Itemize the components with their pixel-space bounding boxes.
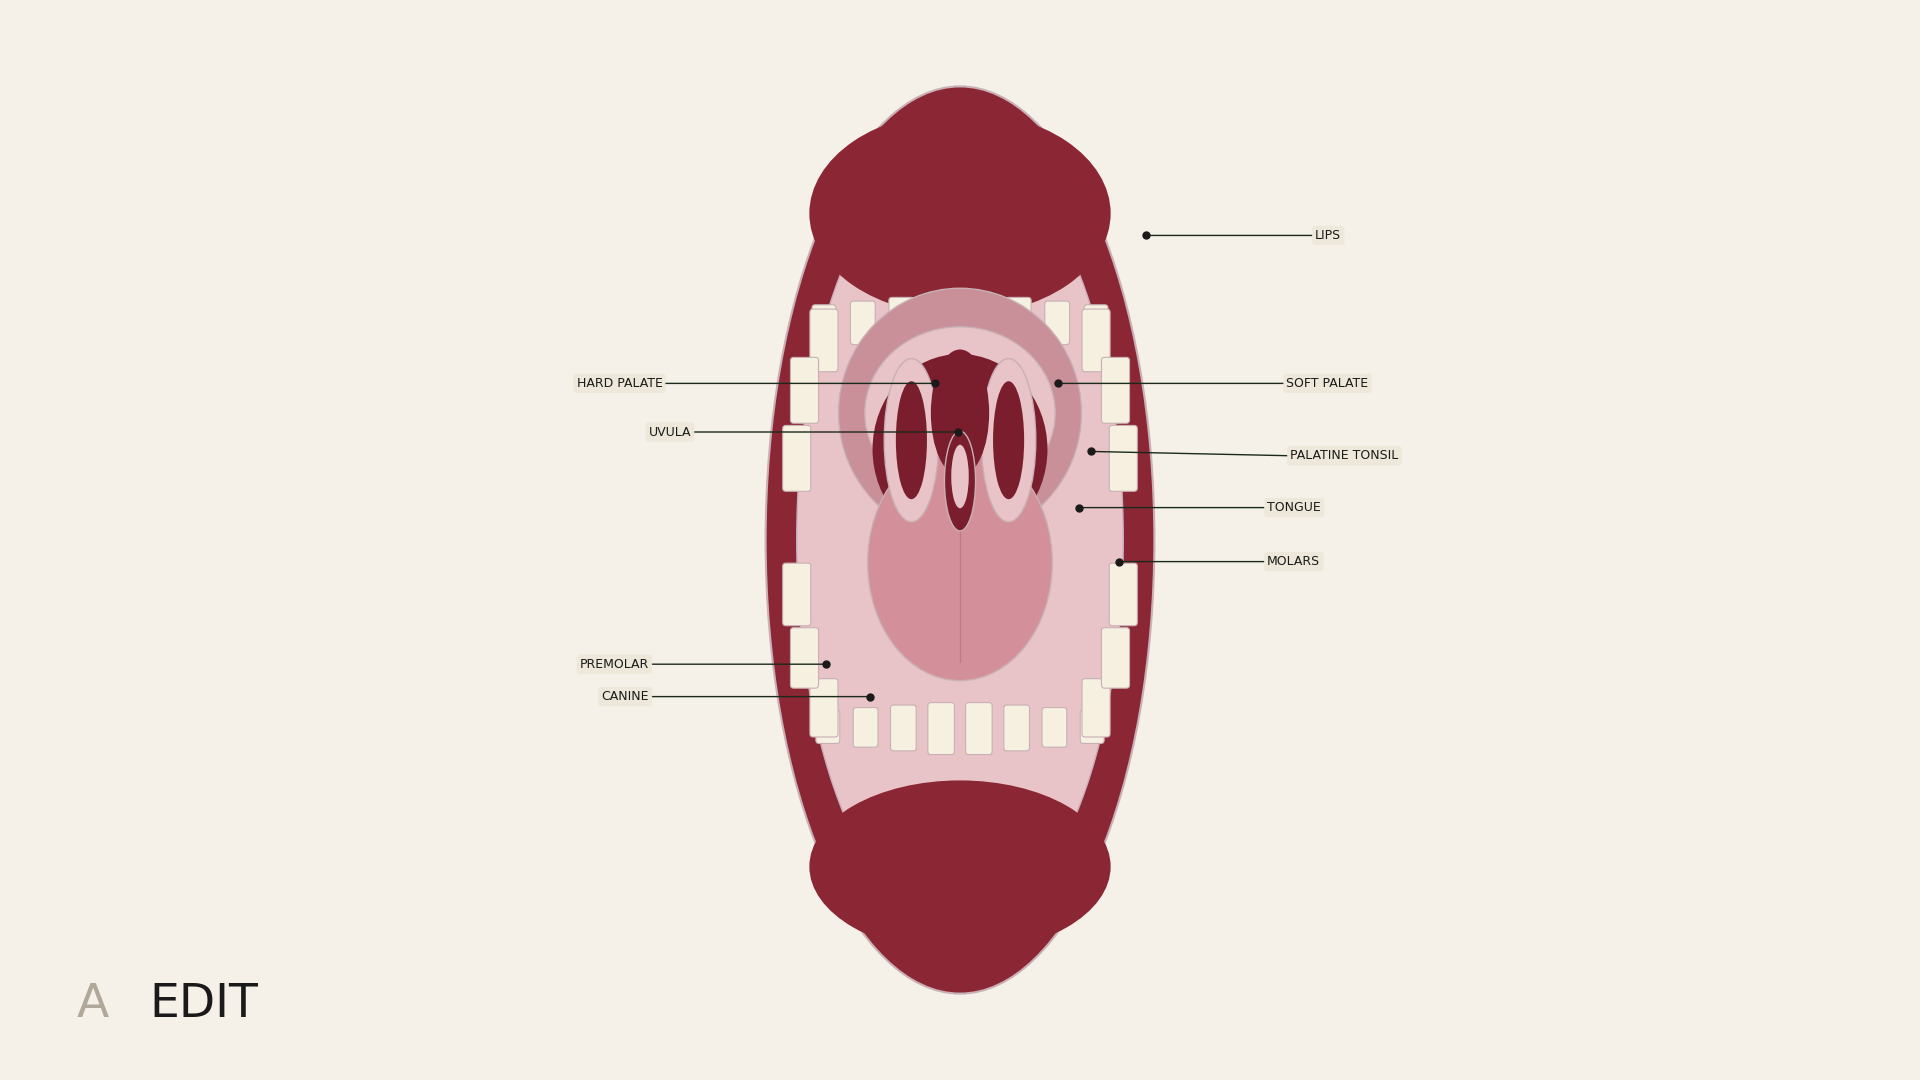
FancyBboxPatch shape (783, 563, 810, 625)
Text: SOFT PALATE: SOFT PALATE (1286, 377, 1369, 390)
FancyBboxPatch shape (791, 357, 818, 423)
Text: PREMOLAR: PREMOLAR (580, 658, 649, 671)
Ellipse shape (839, 288, 1081, 538)
Ellipse shape (981, 359, 1035, 522)
FancyBboxPatch shape (966, 703, 993, 755)
FancyBboxPatch shape (816, 710, 839, 743)
FancyBboxPatch shape (1083, 309, 1110, 372)
Text: HARD PALATE: HARD PALATE (576, 377, 662, 390)
FancyBboxPatch shape (810, 309, 837, 372)
Text: CANINE: CANINE (601, 690, 649, 703)
Text: A: A (77, 982, 109, 1027)
FancyBboxPatch shape (891, 705, 916, 751)
FancyBboxPatch shape (927, 703, 954, 755)
FancyBboxPatch shape (1102, 357, 1129, 423)
Text: MOLARS: MOLARS (1267, 555, 1321, 568)
Ellipse shape (897, 381, 927, 499)
FancyBboxPatch shape (1043, 707, 1068, 747)
FancyBboxPatch shape (812, 305, 835, 341)
FancyBboxPatch shape (783, 426, 810, 491)
FancyBboxPatch shape (1110, 563, 1137, 625)
Ellipse shape (950, 445, 970, 509)
Text: PALATINE TONSIL: PALATINE TONSIL (1290, 449, 1398, 462)
FancyBboxPatch shape (1081, 710, 1104, 743)
Ellipse shape (868, 445, 1052, 680)
Ellipse shape (766, 86, 1154, 994)
Ellipse shape (885, 359, 939, 522)
FancyBboxPatch shape (1085, 305, 1108, 341)
FancyBboxPatch shape (1004, 705, 1029, 751)
FancyBboxPatch shape (1102, 627, 1129, 688)
Text: TONGUE: TONGUE (1267, 501, 1321, 514)
FancyBboxPatch shape (810, 678, 837, 737)
FancyBboxPatch shape (966, 294, 993, 351)
Ellipse shape (993, 381, 1023, 499)
Ellipse shape (931, 350, 989, 476)
FancyBboxPatch shape (851, 301, 876, 345)
Ellipse shape (945, 431, 975, 531)
Ellipse shape (797, 150, 1123, 930)
Text: EDIT: EDIT (150, 982, 259, 1027)
FancyBboxPatch shape (791, 627, 818, 688)
FancyBboxPatch shape (1110, 426, 1137, 491)
FancyBboxPatch shape (889, 297, 914, 348)
FancyBboxPatch shape (1083, 678, 1110, 737)
Ellipse shape (810, 781, 1110, 953)
FancyBboxPatch shape (852, 707, 877, 747)
Ellipse shape (872, 354, 1048, 544)
FancyBboxPatch shape (1044, 301, 1069, 345)
Text: LIPS: LIPS (1315, 229, 1342, 242)
FancyBboxPatch shape (927, 294, 954, 351)
FancyBboxPatch shape (1006, 297, 1031, 348)
Text: UVULA: UVULA (649, 426, 691, 438)
Ellipse shape (864, 327, 1056, 499)
Ellipse shape (810, 111, 1110, 315)
